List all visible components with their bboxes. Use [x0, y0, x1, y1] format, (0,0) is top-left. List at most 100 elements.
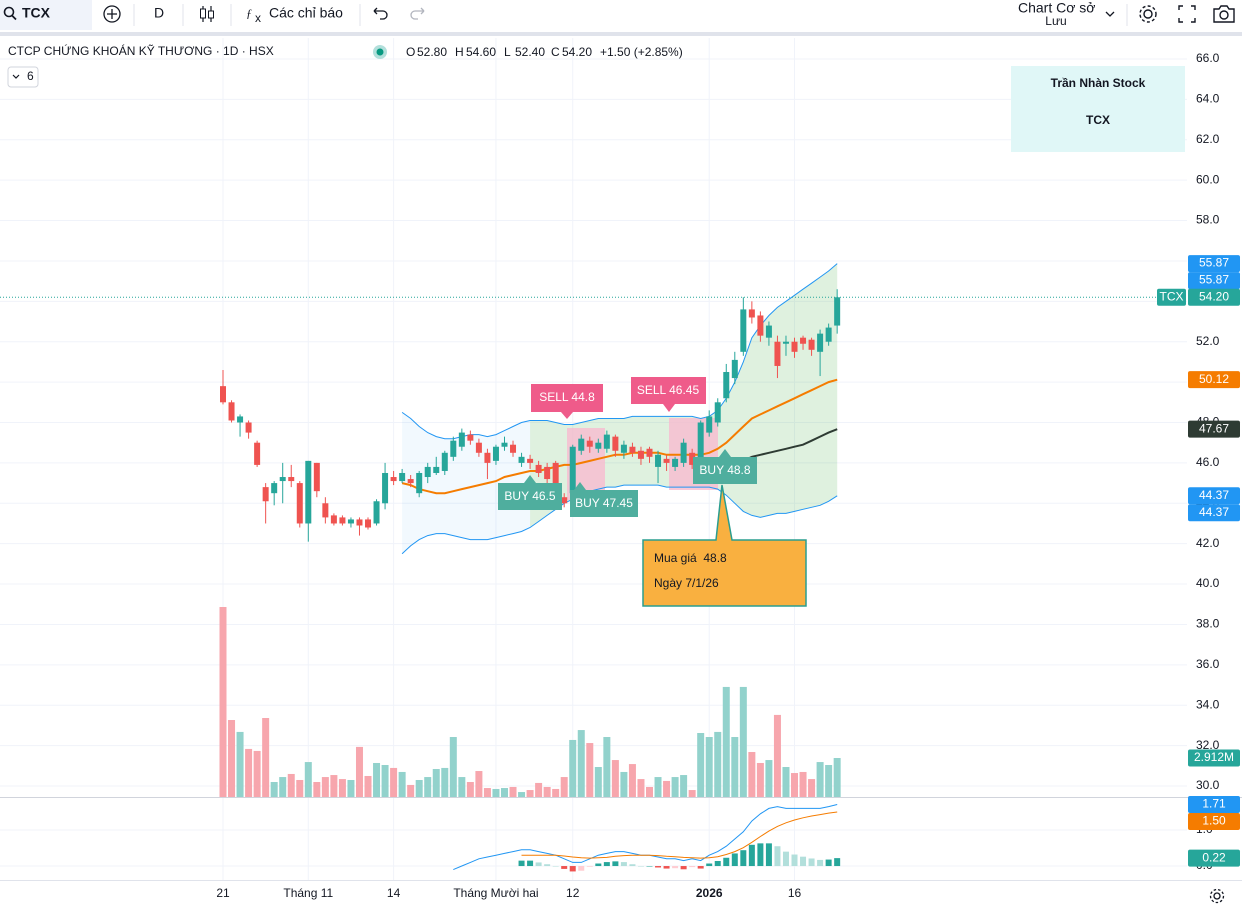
volume-bar	[773, 714, 781, 797]
volume-bar	[646, 786, 653, 797]
volume-bar	[705, 737, 713, 797]
volume-bar	[663, 780, 671, 797]
histogram-bar	[697, 866, 704, 869]
indicator-count: 6	[27, 69, 34, 83]
indicators-button[interactable]: Các chỉ báo	[269, 5, 343, 21]
candle-body	[484, 452, 491, 463]
histogram-bar	[672, 866, 679, 869]
candle-body	[655, 454, 662, 467]
candle-body	[492, 446, 499, 461]
value-tag	[1188, 272, 1240, 290]
volume-bar	[680, 775, 688, 797]
value-tag-text: 44.37	[1199, 505, 1229, 519]
layout-name[interactable]: Chart Cơ sở	[1018, 0, 1096, 16]
volume-bar	[603, 737, 611, 797]
sell-label-text: SELL 46.45	[637, 383, 700, 397]
histogram-bar	[655, 866, 662, 868]
candle-body	[228, 402, 235, 421]
y-tick-label: 66.0	[1196, 51, 1220, 65]
y-tick-label: 62.0	[1196, 132, 1220, 146]
volume-bar	[560, 777, 568, 797]
x-tick-label: 21	[216, 886, 230, 900]
histogram-bar	[825, 859, 832, 867]
undo[interactable]	[373, 7, 388, 20]
fullscreen[interactable]	[1178, 5, 1196, 23]
layout-menu[interactable]	[1105, 11, 1115, 17]
fx-icon: x	[255, 11, 261, 25]
value-tag	[1188, 420, 1240, 438]
y-tick-label: 30.0	[1196, 778, 1220, 792]
volume-bar	[228, 720, 236, 797]
candle-body	[782, 341, 789, 344]
watermark-symbol: TCX	[1086, 113, 1110, 127]
value-tag-text: 44.37	[1199, 488, 1229, 502]
fx-icon[interactable]: ƒ	[246, 6, 252, 20]
y-tick-label: 60.0	[1196, 172, 1220, 186]
search-icon	[11, 14, 17, 21]
candle-body	[416, 472, 423, 494]
candle-body	[382, 472, 389, 504]
buy-label-text: BUY 46.5	[504, 489, 555, 503]
y-tick-label: 64.0	[1196, 92, 1220, 106]
redo[interactable]	[410, 7, 425, 20]
candle-body	[663, 458, 670, 463]
volume-bar	[270, 782, 278, 797]
volume-bar	[492, 788, 500, 797]
callout-text: Ngày 7/1/26	[654, 576, 719, 590]
ohlc-value: 54.60	[466, 45, 496, 59]
volume-bar	[432, 769, 440, 797]
histogram-bar	[527, 860, 534, 867]
volume-bar	[518, 792, 526, 797]
volume-bar	[791, 773, 799, 797]
value-tag-text: 1.50	[1202, 814, 1226, 828]
histogram-bar	[689, 866, 696, 868]
candle-body	[612, 436, 619, 451]
add-symbol[interactable]	[103, 5, 121, 23]
ohlc-value: 54.20	[562, 45, 592, 59]
value-tag-text: 55.87	[1199, 256, 1229, 270]
candle-body	[765, 325, 772, 338]
volume-bar	[381, 764, 389, 797]
settings[interactable]	[1143, 9, 1153, 19]
candle-body	[288, 477, 295, 482]
candle-body	[339, 517, 346, 524]
candle-body	[637, 450, 644, 459]
interval[interactable]: D	[154, 5, 164, 21]
sell-label	[531, 384, 603, 419]
volume-bar	[287, 773, 295, 797]
y-tick-label: 36.0	[1196, 657, 1220, 671]
x-tick-label: Tháng Mười hai	[453, 886, 538, 900]
candle-body	[800, 337, 807, 344]
symbol-search[interactable]	[0, 0, 92, 30]
candle-body	[689, 452, 696, 465]
volume-bar	[313, 782, 321, 797]
volume-bar	[586, 743, 594, 797]
add-icon	[107, 9, 117, 19]
value-tag	[1188, 795, 1240, 813]
histogram-bar	[800, 856, 807, 867]
x-tick-label: 14	[387, 886, 401, 900]
histogram-bar	[637, 866, 644, 867]
histogram-bar	[680, 866, 687, 870]
volume-bar	[364, 775, 372, 797]
volume-bar	[688, 790, 696, 797]
candle-body	[552, 462, 559, 488]
collapse-button[interactable]	[7, 66, 39, 88]
histogram-bar	[552, 866, 559, 867]
value-tag-text: 0.22	[1202, 850, 1226, 864]
volume-bar	[219, 607, 227, 797]
watermark-author: Trần Nhàn Stock	[1051, 76, 1146, 90]
x-tick-label: 12	[566, 886, 580, 900]
volume-bar	[637, 779, 645, 797]
volume-bar	[253, 750, 261, 797]
volume-bar	[799, 771, 807, 797]
axis-settings[interactable]	[1213, 892, 1221, 900]
candle-body	[680, 442, 687, 463]
screenshot[interactable]	[1213, 5, 1235, 23]
candle-body	[475, 442, 482, 453]
symbol[interactable]: TCX	[22, 5, 51, 21]
macd-line	[521, 811, 838, 859]
volume-bar	[304, 762, 312, 797]
volume-bar	[526, 790, 534, 797]
